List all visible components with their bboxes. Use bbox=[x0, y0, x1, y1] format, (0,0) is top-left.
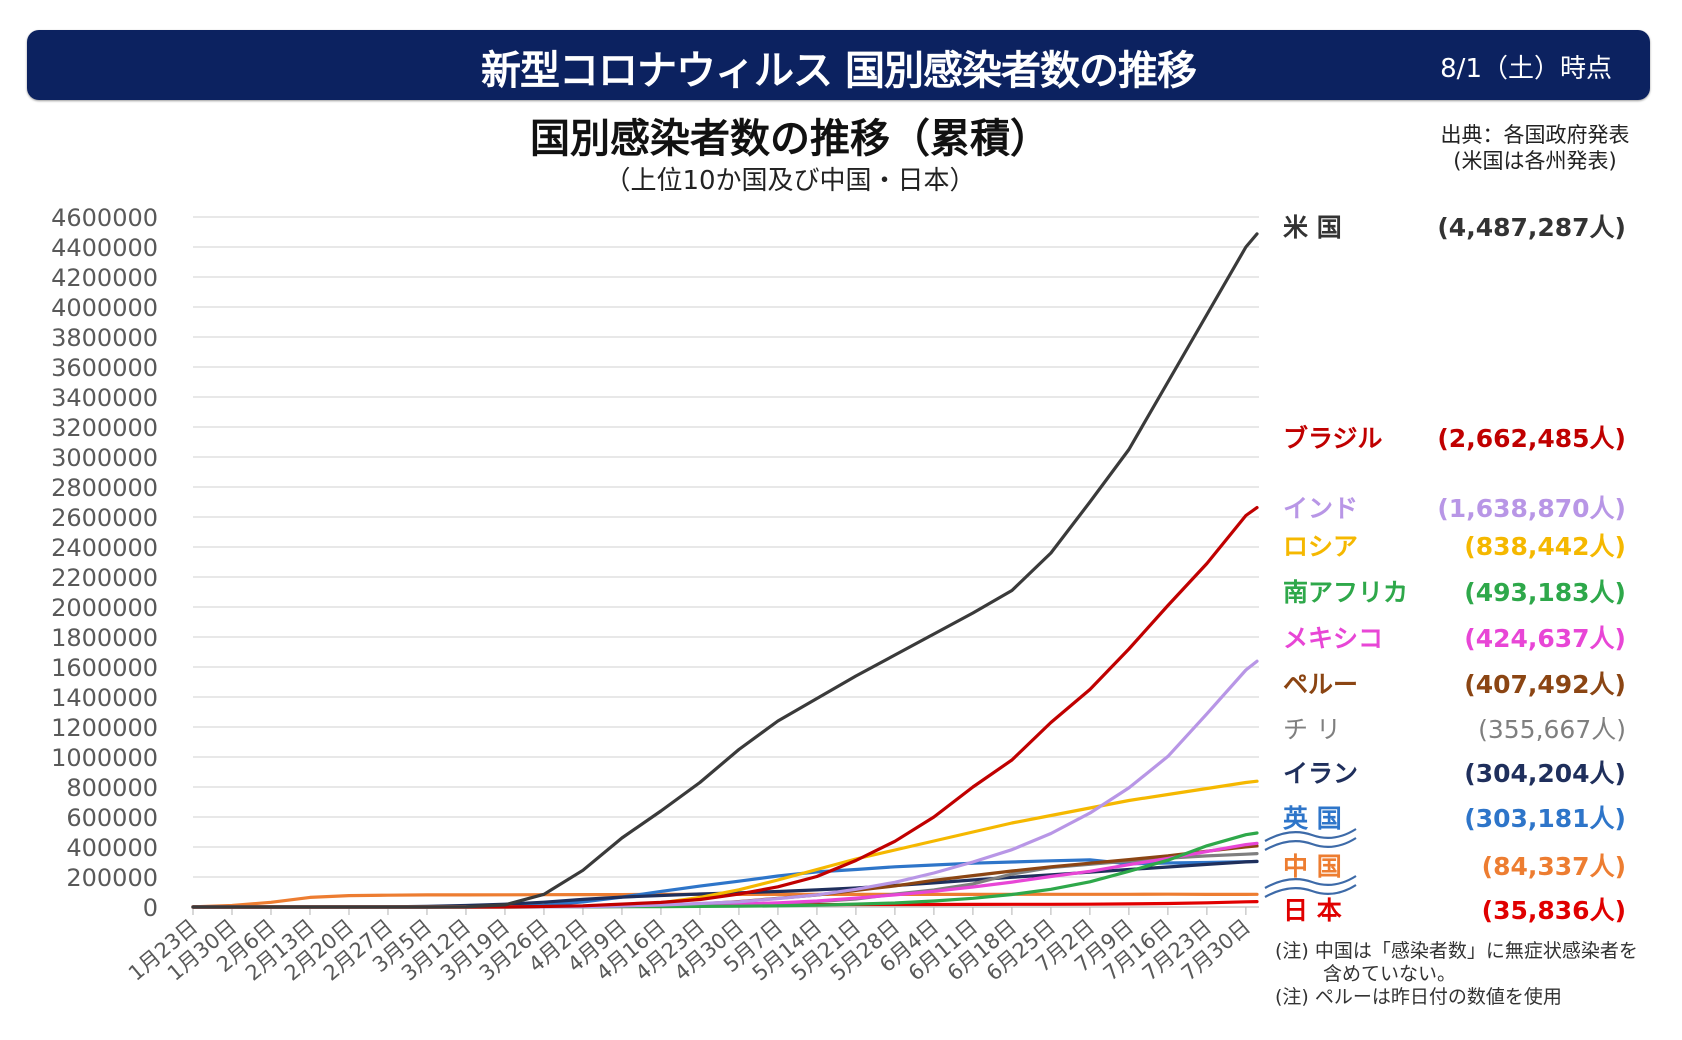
legend-name: ペルー bbox=[1283, 670, 1359, 699]
y-tick-label: 4000000 bbox=[51, 294, 158, 322]
y-tick-label: 400000 bbox=[66, 834, 158, 862]
legend-name: 南アフリカ bbox=[1283, 578, 1409, 607]
series-line-米国 bbox=[191, 232, 1259, 909]
page-title: 新型コロナウィルス 国別感染者数の推移 bbox=[481, 48, 1197, 94]
legend-value: (303,181人) bbox=[1464, 804, 1626, 833]
x-axis: 1月23日1月30日2月6日2月13日2月20日2月27日3月5日3月12日3月… bbox=[124, 906, 1259, 986]
y-tick-label: 2600000 bbox=[51, 504, 158, 532]
break-mark bbox=[1264, 875, 1357, 889]
series-line-ロシア bbox=[191, 779, 1259, 909]
y-tick-label: 2400000 bbox=[51, 534, 158, 562]
legend-value: (407,492人) bbox=[1464, 670, 1626, 699]
legend-name: メキシコ bbox=[1283, 624, 1384, 653]
legend-name: ロシア bbox=[1283, 532, 1359, 561]
note-china-cont: 含めていない。 bbox=[1323, 963, 1457, 985]
legend-break-marks bbox=[1264, 828, 1357, 898]
y-tick-label: 2000000 bbox=[51, 594, 158, 622]
legend-name: インド bbox=[1283, 494, 1359, 523]
y-tick-label: 3200000 bbox=[51, 414, 158, 442]
note-peru: (注) ペルーは昨日付の数値を使用 bbox=[1275, 986, 1562, 1008]
chart-title: 国別感染者数の推移（累積） bbox=[530, 116, 1050, 162]
source-line-2: (米国は各州発表) bbox=[1453, 149, 1617, 173]
source-line-1: 出典：各国政府発表 bbox=[1440, 123, 1630, 147]
break-mark bbox=[1264, 884, 1357, 898]
legend-value: (355,667人) bbox=[1478, 715, 1626, 744]
legend-value: (1,638,870人) bbox=[1437, 494, 1626, 523]
y-tick-label: 3400000 bbox=[51, 384, 158, 412]
legend-name: イラン bbox=[1283, 759, 1359, 788]
y-tick-label: 0 bbox=[143, 894, 158, 922]
header-banner: 新型コロナウィルス 国別感染者数の推移 8/1（土）時点 bbox=[27, 30, 1650, 100]
legend-value: (493,183人) bbox=[1464, 578, 1626, 607]
legend-name: チ リ bbox=[1283, 715, 1341, 744]
note-china: (注) 中国は「感染者数」に無症状感染者を bbox=[1275, 940, 1638, 962]
y-tick-label: 800000 bbox=[66, 774, 158, 802]
series-lines bbox=[191, 232, 1259, 909]
source-note: 出典：各国政府発表 (米国は各州発表) bbox=[1400, 122, 1670, 174]
y-tick-label: 3600000 bbox=[51, 354, 158, 382]
legend-name: ブラジル bbox=[1283, 424, 1383, 453]
y-tick-label: 1600000 bbox=[51, 654, 158, 682]
legend-value: (4,487,287人) bbox=[1437, 213, 1626, 242]
legend-name: 日 本 bbox=[1283, 896, 1342, 925]
legend-name: 米 国 bbox=[1283, 213, 1342, 242]
y-tick-label: 3000000 bbox=[51, 444, 158, 472]
y-tick-label: 1200000 bbox=[51, 714, 158, 742]
legend-value: (424,637人) bbox=[1464, 624, 1626, 653]
y-tick-label: 4400000 bbox=[51, 234, 158, 262]
legend-value: (35,836人) bbox=[1481, 896, 1626, 925]
footnotes: (注) 中国は「感染者数」に無症状感染者を 含めていない。 (注) ペルーは昨日… bbox=[1275, 940, 1638, 1009]
y-tick-label: 600000 bbox=[66, 804, 158, 832]
y-tick-label: 1000000 bbox=[51, 744, 158, 772]
legend-value: (304,204人) bbox=[1464, 759, 1626, 788]
y-tick-label: 2200000 bbox=[51, 564, 158, 592]
series-line-英国 bbox=[191, 858, 1259, 909]
break-mark bbox=[1264, 837, 1357, 851]
y-tick-label: 4600000 bbox=[51, 204, 158, 232]
y-tick-label: 4200000 bbox=[51, 264, 158, 292]
chart-subtitle: （上位10か国及び中国・日本） bbox=[604, 166, 976, 196]
break-mark bbox=[1264, 828, 1357, 842]
y-tick-label: 2800000 bbox=[51, 474, 158, 502]
y-tick-label: 1400000 bbox=[51, 684, 158, 712]
legend-value: (84,337人) bbox=[1481, 852, 1626, 881]
grid-lines bbox=[193, 216, 1259, 878]
y-tick-label: 1800000 bbox=[51, 624, 158, 652]
legend-value: (838,442人) bbox=[1464, 532, 1626, 561]
y-axis-ticks: 0200000400000600000800000100000012000001… bbox=[51, 204, 158, 922]
legend-name: 中 国 bbox=[1283, 852, 1342, 881]
as-of-date: 8/1（土）時点 bbox=[1440, 54, 1612, 84]
legend-name: 英 国 bbox=[1283, 804, 1342, 833]
y-tick-label: 3800000 bbox=[51, 324, 158, 352]
legend-value: (2,662,485人) bbox=[1437, 424, 1626, 453]
y-tick-label: 200000 bbox=[66, 864, 158, 892]
